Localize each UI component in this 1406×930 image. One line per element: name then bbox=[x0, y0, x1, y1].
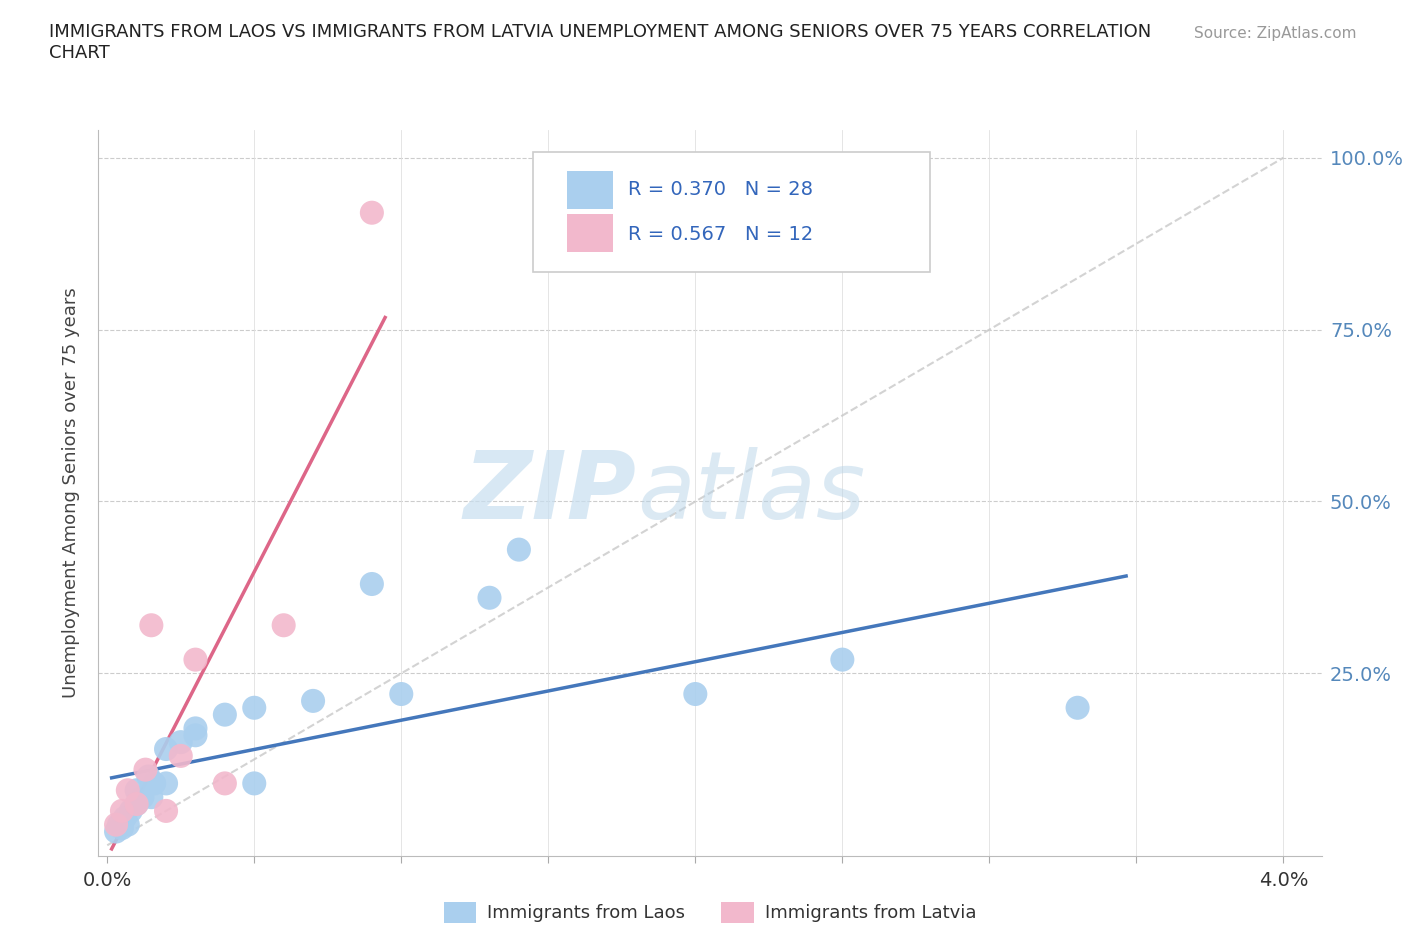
Point bbox=[114, 810, 136, 825]
Point bbox=[108, 817, 131, 832]
Point bbox=[125, 797, 148, 812]
Text: atlas: atlas bbox=[637, 447, 865, 538]
Point bbox=[214, 707, 236, 722]
Point bbox=[138, 769, 160, 784]
Point bbox=[155, 741, 177, 756]
Point bbox=[389, 686, 412, 701]
Point bbox=[141, 618, 163, 632]
Point bbox=[117, 783, 139, 798]
Point bbox=[170, 749, 193, 764]
Legend: Immigrants from Laos, Immigrants from Latvia: Immigrants from Laos, Immigrants from La… bbox=[437, 895, 983, 930]
Bar bbox=[567, 171, 613, 208]
Point bbox=[184, 721, 207, 736]
Point bbox=[125, 783, 148, 798]
Point bbox=[243, 700, 266, 715]
Point bbox=[214, 776, 236, 790]
Text: IMMIGRANTS FROM LAOS VS IMMIGRANTS FROM LATVIA UNEMPLOYMENT AMONG SENIORS OVER 7: IMMIGRANTS FROM LAOS VS IMMIGRANTS FROM … bbox=[49, 23, 1152, 62]
Point bbox=[243, 776, 266, 790]
Point bbox=[143, 776, 166, 790]
Point bbox=[302, 694, 325, 709]
Point bbox=[1066, 700, 1088, 715]
Point bbox=[184, 652, 207, 667]
Point bbox=[273, 618, 295, 632]
Point bbox=[155, 776, 177, 790]
Text: R = 0.567   N = 12: R = 0.567 N = 12 bbox=[628, 225, 813, 245]
Point bbox=[360, 577, 382, 591]
Point bbox=[117, 817, 139, 832]
Text: Source: ZipAtlas.com: Source: ZipAtlas.com bbox=[1194, 26, 1357, 41]
Point bbox=[134, 763, 156, 777]
Point bbox=[105, 824, 128, 839]
Point bbox=[105, 817, 128, 832]
Point bbox=[131, 790, 153, 804]
Point bbox=[125, 797, 148, 812]
Point bbox=[685, 686, 707, 701]
Point bbox=[360, 206, 382, 220]
Bar bbox=[567, 214, 613, 252]
Point bbox=[170, 735, 193, 750]
Point bbox=[120, 804, 142, 818]
Text: ZIP: ZIP bbox=[464, 447, 637, 538]
Point bbox=[111, 820, 134, 835]
Point bbox=[141, 790, 163, 804]
Point bbox=[831, 652, 853, 667]
Point bbox=[184, 728, 207, 743]
Y-axis label: Unemployment Among Seniors over 75 years: Unemployment Among Seniors over 75 years bbox=[62, 287, 80, 698]
FancyBboxPatch shape bbox=[533, 152, 931, 272]
Point bbox=[478, 591, 501, 605]
Point bbox=[111, 804, 134, 818]
Point bbox=[155, 804, 177, 818]
Text: R = 0.370   N = 28: R = 0.370 N = 28 bbox=[628, 180, 813, 199]
Point bbox=[508, 542, 530, 557]
